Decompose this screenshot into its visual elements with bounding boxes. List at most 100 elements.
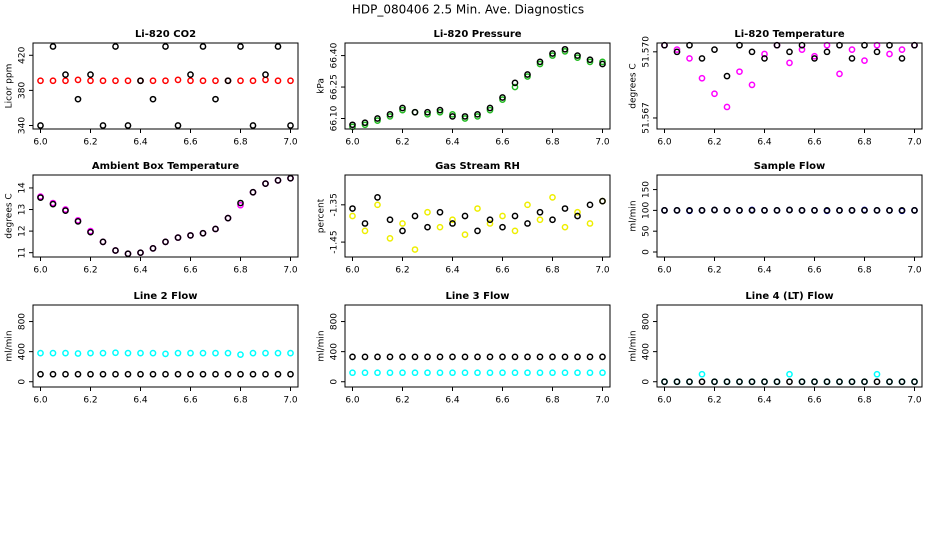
data-point xyxy=(274,177,282,184)
data-point xyxy=(823,207,831,214)
data-point xyxy=(786,206,793,214)
data-point xyxy=(424,108,431,116)
data-point xyxy=(237,370,244,378)
data-point xyxy=(586,201,594,209)
data-point xyxy=(898,378,906,386)
y-tick-label: 12 xyxy=(18,225,28,236)
x-tick-label: 6.6 xyxy=(495,138,510,148)
data-point xyxy=(536,216,544,224)
data-point xyxy=(773,207,781,214)
y-tick-label: 14 xyxy=(18,182,28,194)
x-tick-label: 6.8 xyxy=(545,266,560,276)
plot-frame xyxy=(656,42,923,130)
data-point xyxy=(149,349,157,357)
data-point xyxy=(711,90,718,98)
x-tick-label: 6.4 xyxy=(757,396,772,406)
data-point xyxy=(748,81,756,89)
data-point xyxy=(673,48,681,56)
data-point xyxy=(474,369,481,377)
plot-frame xyxy=(344,42,611,130)
plot-frame xyxy=(32,304,299,388)
x-tick-label: 6.6 xyxy=(807,266,822,276)
x-tick-label: 6.0 xyxy=(33,266,48,276)
data-point xyxy=(74,370,82,378)
data-point xyxy=(112,370,119,378)
data-point xyxy=(137,370,144,378)
data-point xyxy=(162,77,169,85)
data-point xyxy=(374,201,381,209)
data-point xyxy=(811,378,818,386)
x-tick-label: 6.6 xyxy=(183,138,198,148)
x-tick-label: 6.4 xyxy=(445,138,460,148)
data-point xyxy=(848,378,856,386)
data-point xyxy=(249,370,257,378)
x-tick-label: 6.8 xyxy=(545,138,560,148)
data-point xyxy=(873,48,881,56)
data-point xyxy=(349,212,356,220)
data-point xyxy=(74,350,82,357)
x-tick-label: 7.0 xyxy=(595,396,610,406)
data-point xyxy=(549,50,556,57)
panel: Li-820 Pressure kPa 6.0 6.2 6.4 6.6 6.8 7.0 66.1… xyxy=(317,29,611,148)
panel-title: Sample Flow xyxy=(754,161,826,172)
y-tick-label: 13 xyxy=(18,204,28,215)
data-point xyxy=(436,369,444,377)
data-point xyxy=(686,55,693,62)
data-point xyxy=(187,232,194,239)
y-tick-label: 51.567 xyxy=(642,102,652,134)
figure-title: HDP_080406 2.5 Min. Ave. Diagnostics xyxy=(352,3,584,17)
data-point xyxy=(736,68,743,76)
data-point xyxy=(736,207,743,214)
panel: Li-820 CO2 Licor ppm 6.0 6.2 6.4 6.6 6.8 7.0 340… xyxy=(5,29,299,148)
y-tick-label: 100 xyxy=(642,202,652,219)
y-tick-label: 380 xyxy=(18,82,28,99)
data-point xyxy=(673,378,681,386)
data-point xyxy=(886,378,893,386)
data-point xyxy=(262,349,269,357)
x-tick-label: 6.6 xyxy=(495,396,510,406)
y-tick-label: 51.570 xyxy=(642,36,652,68)
data-point xyxy=(49,43,57,50)
x-tick-label: 6.8 xyxy=(857,138,872,148)
data-point xyxy=(898,207,906,214)
x-tick-label: 7.0 xyxy=(595,266,610,276)
data-point xyxy=(586,56,594,64)
data-point xyxy=(124,77,132,85)
data-point xyxy=(449,216,456,224)
y-tick-label: 800 xyxy=(330,313,340,330)
data-point xyxy=(62,349,69,357)
x-tick-label: 6.0 xyxy=(657,266,672,276)
data-point xyxy=(511,212,519,220)
data-point xyxy=(586,369,594,377)
data-point xyxy=(187,370,194,378)
data-point xyxy=(212,349,219,357)
panel: Ambient Box Temperature degrees C 6.0 6.2 6.… xyxy=(5,161,299,276)
y-tick-label: 0 xyxy=(642,379,652,385)
data-point xyxy=(848,207,856,214)
data-point xyxy=(174,76,182,84)
x-tick-label: 6.4 xyxy=(445,266,460,276)
x-tick-label: 6.8 xyxy=(233,266,248,276)
data-point xyxy=(811,207,818,214)
data-point xyxy=(574,369,581,377)
data-point xyxy=(449,353,456,361)
data-point xyxy=(711,206,718,214)
y-tick-label: 0 xyxy=(330,379,340,385)
data-point xyxy=(137,77,144,85)
plot-frame xyxy=(32,174,299,258)
data-point xyxy=(574,52,581,59)
data-point xyxy=(536,353,544,361)
x-tick-label: 6.0 xyxy=(657,396,672,406)
data-point xyxy=(162,370,169,378)
data-point xyxy=(736,378,743,386)
data-point xyxy=(187,77,194,85)
data-point xyxy=(536,369,544,377)
data-point xyxy=(162,350,169,358)
panel-title: Li-820 CO2 xyxy=(135,29,196,40)
data-point xyxy=(524,71,531,78)
data-point xyxy=(262,71,269,78)
data-point xyxy=(262,76,269,84)
y-axis-label: degrees C xyxy=(629,63,639,108)
data-point xyxy=(199,77,207,85)
data-point xyxy=(374,115,381,122)
